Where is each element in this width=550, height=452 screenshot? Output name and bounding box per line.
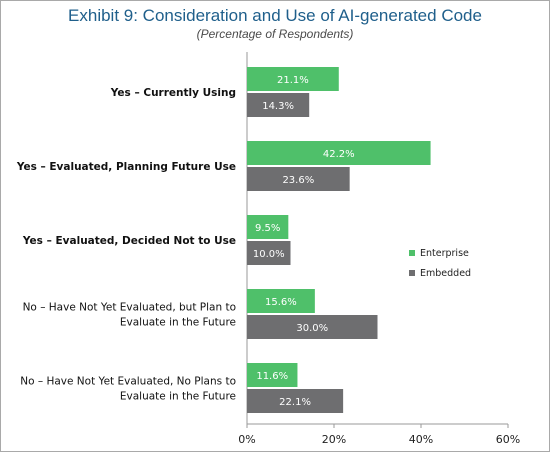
x-tick-label: 20% — [322, 433, 346, 446]
bar-value-label: 42.2% — [323, 149, 355, 160]
legend: Enterprise Embedded — [409, 248, 471, 279]
category-label: No – Have Not Yet Evaluated, No Plans to — [20, 376, 236, 388]
category-label: No – Have Not Yet Evaluated, but Plan to — [23, 302, 236, 314]
category-label: Yes – Evaluated, Decided Not to Use — [22, 235, 236, 247]
category-label: Evaluate in the Future — [120, 391, 236, 403]
bar-value-label: 10.0% — [253, 249, 285, 260]
bar-value-label: 21.1% — [277, 75, 309, 86]
legend-label: Embedded — [420, 268, 471, 279]
bar-value-label: 22.1% — [279, 397, 311, 408]
bar-value-label: 30.0% — [296, 323, 328, 334]
legend-swatch-enterprise — [409, 250, 415, 256]
category-label: Yes – Evaluated, Planning Future Use — [16, 161, 236, 173]
category-label: Evaluate in the Future — [120, 317, 236, 329]
legend-swatch-embedded — [409, 270, 415, 276]
category-label: Yes – Currently Using — [110, 87, 236, 99]
x-tick-label: 0% — [238, 433, 255, 446]
legend-label: Enterprise — [420, 248, 469, 259]
bar-value-label: 11.6% — [256, 371, 288, 382]
bar-value-label: 9.5% — [255, 223, 280, 234]
x-tick-label: 40% — [409, 433, 433, 446]
bar-value-label: 14.3% — [262, 101, 294, 112]
bar-value-label: 15.6% — [265, 297, 297, 308]
bar-value-label: 23.6% — [282, 175, 314, 186]
x-tick-label: 60% — [496, 433, 520, 446]
